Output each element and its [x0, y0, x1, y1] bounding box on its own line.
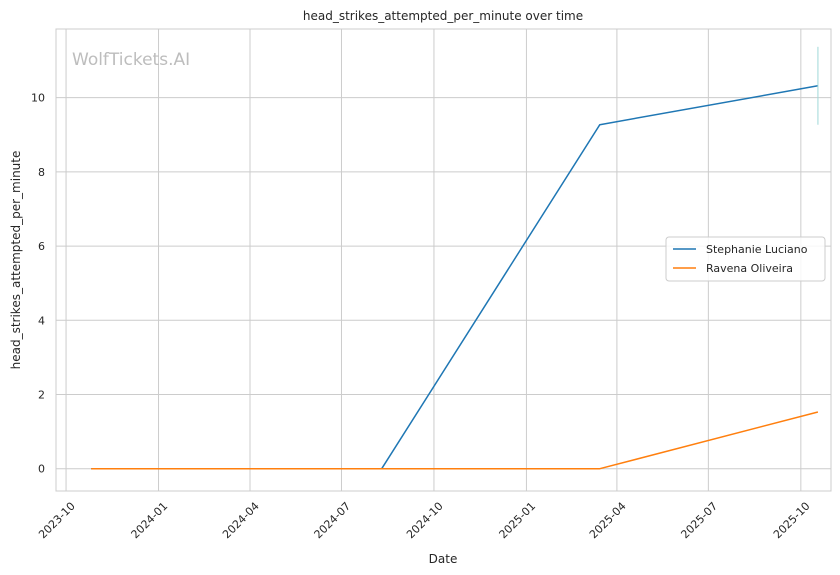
y-tick-label: 8	[38, 166, 45, 179]
y-tick-label: 0	[38, 463, 45, 476]
legend-box	[665, 236, 826, 282]
chart-title: head_strikes_attempted_per_minute over t…	[303, 9, 583, 23]
y-tick-label: 6	[38, 240, 45, 253]
watermark-text: WolfTickets.AI	[72, 50, 190, 70]
plot-area-frame	[55, 28, 832, 492]
series-line-ravena-oliveira	[91, 411, 819, 470]
y-tick-label: 10	[31, 92, 45, 105]
y-tick-label: 2	[38, 389, 45, 402]
legend-label: Ravena Oliveira	[706, 262, 793, 275]
legend: Stephanie Luciano Ravena Oliveira	[665, 236, 826, 282]
series-layer	[91, 46, 819, 470]
y-tick-label: 4	[38, 314, 45, 327]
legend-label: Stephanie Luciano	[706, 243, 808, 256]
x-axis-title: Date	[429, 552, 458, 566]
y-axis-title: head_strikes_attempted_per_minute	[9, 151, 23, 370]
